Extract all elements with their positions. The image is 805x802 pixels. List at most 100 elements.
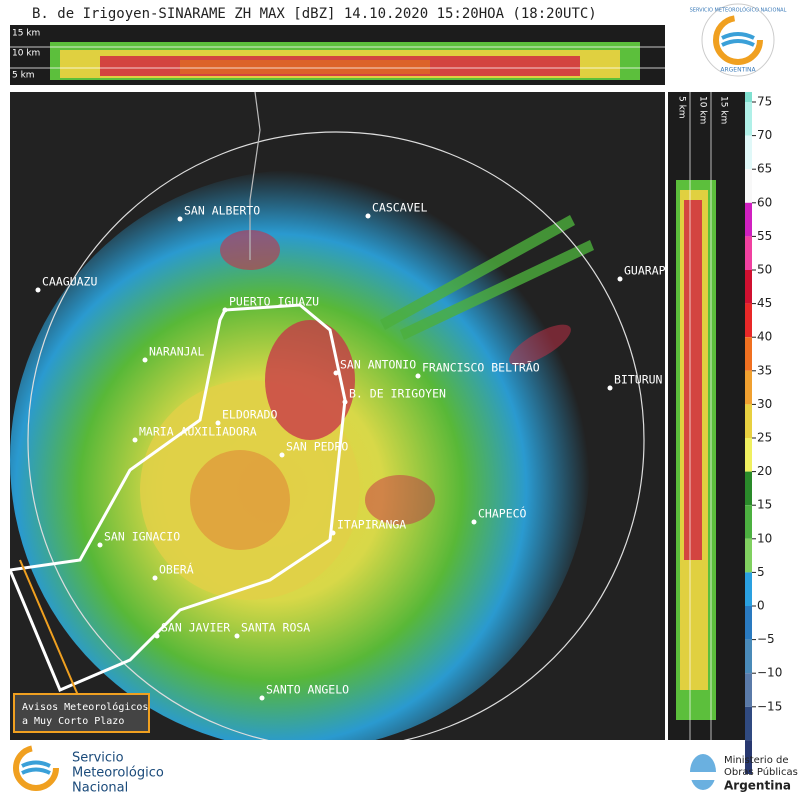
city-dot (234, 633, 240, 639)
city-label: ELDORADO (222, 408, 277, 422)
city-label: CASCAVEL (372, 201, 427, 215)
city-dot (279, 452, 285, 458)
city-dot (132, 437, 138, 443)
radar-echo (10, 170, 594, 740)
colorbar-label: −5 (757, 632, 775, 646)
city-dot (471, 519, 477, 525)
colorbar-band (745, 572, 752, 606)
colorbar-label: 45 (757, 296, 772, 310)
colorbar-label: 5 (757, 565, 765, 579)
city-dot (365, 213, 371, 219)
colorbar-band (745, 370, 752, 405)
height-label: 10 km (698, 96, 708, 124)
logo-ring: SERVICIO METEOROLÓGICO NACIONAL (690, 7, 787, 14)
title: B. de Irigoyen-SINARAME ZH MAX [dBZ] 14.… (32, 6, 597, 22)
colorbar-band (745, 471, 752, 506)
city-dot (177, 216, 183, 222)
colorbar-band (745, 236, 752, 270)
colorbar-band (745, 606, 752, 640)
city-label: GUARAP (624, 264, 666, 278)
colorbar-band (745, 270, 752, 304)
city-dot (154, 633, 160, 639)
shield (690, 754, 716, 790)
city-dot (142, 357, 148, 363)
smn-logo (13, 745, 59, 791)
colorbar-label: 60 (757, 195, 772, 209)
footer-ministry: Obras Públicas (724, 766, 798, 778)
colorbar-label: 15 (757, 498, 772, 512)
colorbar-label: 0 (757, 599, 765, 613)
city-dot (152, 575, 158, 581)
height-label: 5 km (12, 71, 35, 81)
city-label: SAN ALBERTO (184, 204, 260, 218)
city-label: B. DE IRIGOYEN (349, 387, 446, 401)
colorbar-label: 70 (757, 128, 772, 142)
city-label: PUERTO IGUAZU (229, 295, 319, 309)
city-label: SANTA ROSA (241, 621, 310, 635)
city-label: CAAGUAZU (42, 275, 97, 289)
city-label: SAN JAVIER (161, 621, 230, 635)
colorbar-band (745, 673, 752, 707)
city-label: ITAPIRANGA (337, 518, 406, 532)
smn-logo-top: SERVICIO METEOROLÓGICO NACIONAL ARGENTIN… (690, 3, 787, 77)
colorbar-label: 35 (757, 363, 772, 377)
city-dot (333, 370, 339, 376)
height-label: 5 km (677, 96, 687, 119)
city-label: SAN PEDRO (286, 440, 348, 454)
colorbar-label: −15 (757, 699, 782, 713)
colorbar-band (745, 740, 752, 774)
colorbar-label: 40 (757, 330, 772, 344)
city-label: SAN IGNACIO (104, 530, 180, 544)
city-label: MARIA AUXILIADORA (139, 425, 257, 439)
city-label: SANTO ANGELO (266, 683, 349, 697)
logo-country: ARGENTINA (720, 67, 756, 74)
footer-smn: Nacional (72, 781, 128, 796)
colorbar-band (745, 706, 752, 741)
city-dot (35, 287, 41, 293)
colorbar-label: 65 (757, 162, 772, 176)
notice-text: Avisos Meteorológicos (22, 701, 148, 713)
city-label: CHAPECÓ (478, 506, 527, 521)
city-dot (97, 542, 103, 548)
height-label: 15 km (12, 29, 40, 39)
city-label: OBERÁ (159, 562, 194, 577)
city-dot (415, 373, 421, 379)
colorbar-band (745, 505, 752, 539)
city-dot (617, 276, 623, 282)
colorbar-label: 50 (757, 263, 772, 277)
footer-smn: Servicio (72, 751, 124, 766)
notice-text: a Muy Corto Plazo (22, 716, 124, 727)
notice-box (13, 693, 150, 733)
city-label: FRANCISCO BELTRÃO (422, 360, 540, 375)
colorbar-band (745, 639, 752, 674)
colorbar-band (745, 438, 752, 472)
colorbar-band (745, 102, 752, 136)
city-dot (215, 420, 221, 426)
top-section-echo (50, 42, 640, 80)
city-dot (222, 307, 228, 313)
colorbar-band (745, 303, 752, 338)
colorbar-band (745, 337, 752, 371)
footer-smn: Meteorológico (72, 766, 164, 781)
colorbar-band (745, 538, 752, 573)
colorbar-label: 30 (757, 397, 772, 411)
colorbar-label: −10 (757, 666, 782, 680)
city-dot (259, 695, 265, 701)
colorbar-label: 75 (757, 95, 772, 109)
colorbar-band (745, 202, 752, 237)
footer-ministry: Ministerio de (724, 755, 789, 766)
colorbar-label: 55 (757, 229, 772, 243)
city-dot (342, 399, 348, 405)
city-dot (607, 385, 613, 391)
colorbar-label: 20 (757, 464, 772, 478)
colorbar-label: 25 (757, 431, 772, 445)
colorbar-band (745, 169, 752, 203)
city-dot (330, 530, 336, 536)
footer-ministry: Argentina (724, 779, 791, 793)
height-label: 10 km (12, 49, 40, 59)
colorbar-band (745, 135, 752, 170)
city-label: BITURUN (614, 373, 663, 387)
colorbar-band (745, 404, 752, 438)
height-label: 15 km (719, 96, 729, 124)
